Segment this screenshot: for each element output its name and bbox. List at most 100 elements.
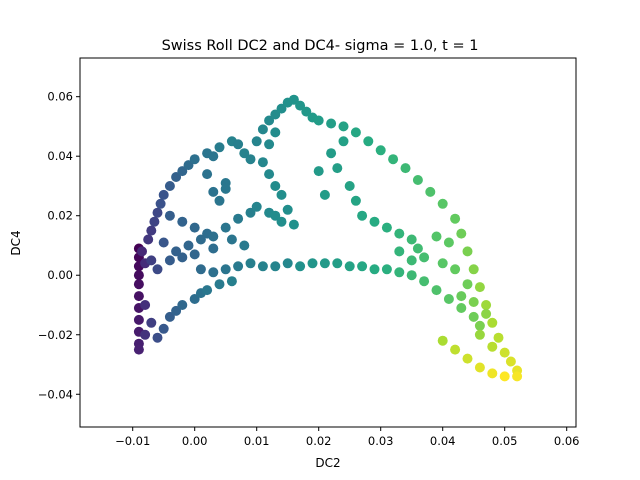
x-axis-label: DC2 — [315, 456, 340, 470]
scatter-point-112 — [443, 294, 454, 304]
chart-title: Swiss Roll DC2 and DC4- sigma = 1.0, t =… — [162, 38, 479, 54]
scatter-point-94 — [276, 189, 287, 200]
scatter-point-49 — [195, 234, 206, 245]
scatter-point-121 — [388, 154, 399, 165]
scatter-point-45 — [189, 222, 200, 233]
scatter-point-93 — [270, 181, 281, 191]
scatter-point-148 — [381, 222, 392, 233]
scatter-point-133 — [493, 332, 504, 343]
scatter-point-13 — [140, 300, 151, 310]
scatter-point-33 — [183, 160, 194, 171]
scatter-point-105 — [357, 261, 368, 272]
scatter-point-55 — [164, 255, 175, 266]
scatter-point-18 — [146, 317, 157, 328]
scatter-point-138 — [499, 371, 510, 382]
scatter-point-67 — [270, 261, 281, 272]
scatter-point-95 — [282, 204, 293, 215]
scatter-point-123 — [412, 175, 423, 185]
scatter-point-145 — [350, 195, 361, 206]
y-axis: −0.04 −0.02 0.00 0.02 0.04 0.06 — [38, 90, 80, 401]
scatter-point-51 — [220, 222, 231, 233]
scatter-point-15 — [143, 234, 154, 245]
scatter-point-134 — [499, 347, 510, 358]
scatter-point-141 — [462, 353, 473, 364]
scatter-point-127 — [456, 228, 467, 239]
scatter-point-143 — [437, 335, 448, 346]
scatter-point-169 — [487, 341, 498, 352]
scatter-point-66 — [257, 261, 268, 272]
scatter-point-54 — [251, 201, 262, 212]
scatter-point-53 — [245, 207, 256, 218]
scatter-point-68 — [282, 258, 293, 269]
scatter-point-4 — [133, 279, 144, 290]
scatter-point-162 — [437, 258, 448, 269]
scatter-point-135 — [505, 356, 516, 367]
scatter-point-20 — [152, 207, 163, 218]
scatter-point-65 — [245, 258, 256, 269]
x-tick-label: 0.06 — [554, 434, 580, 448]
scatter-point-38 — [202, 285, 213, 296]
scatter-point-64 — [233, 261, 244, 272]
scatter-point-154 — [394, 246, 405, 257]
scatter-point-89 — [264, 139, 275, 150]
scatter-point-166 — [468, 297, 479, 307]
scatter-point-142 — [450, 344, 461, 355]
scatter-point-57 — [189, 249, 200, 260]
scatter-point-124 — [425, 186, 436, 197]
scatter-point-25 — [158, 237, 169, 248]
scatter-point-151 — [412, 243, 423, 254]
scatter-point-22 — [152, 332, 163, 343]
scatter-point-58 — [208, 243, 219, 254]
scatter-point-107 — [381, 264, 392, 275]
scatter-point-153 — [406, 255, 417, 266]
scatter-point-139 — [487, 368, 498, 379]
scatter-point-19 — [149, 216, 160, 227]
x-axis: −0.01 0.00 0.01 0.02 0.03 0.04 0.05 0.06 — [115, 427, 580, 448]
scatter-point-70 — [202, 169, 213, 180]
scatter-point-86 — [301, 106, 312, 117]
points-layer — [133, 94, 523, 382]
scatter-point-43 — [164, 210, 175, 221]
scatter-point-63 — [220, 264, 231, 275]
scatter-point-14 — [140, 329, 151, 340]
scatter-point-158 — [319, 189, 330, 200]
scatter-point-91 — [257, 157, 268, 168]
scatter-point-5 — [133, 291, 144, 302]
scatter-point-122 — [400, 163, 411, 174]
scatter-point-59 — [226, 234, 237, 245]
scatter-point-165 — [456, 291, 467, 302]
scatter-point-100 — [295, 261, 306, 272]
scatter-point-81 — [270, 109, 281, 120]
y-tick-label: 0.00 — [47, 268, 73, 282]
y-tick-label: −0.02 — [38, 328, 73, 342]
scatter-point-118 — [350, 127, 361, 138]
scatter-point-30 — [171, 305, 182, 316]
scatter-point-168 — [474, 329, 485, 340]
y-tick-label: 0.04 — [47, 149, 73, 163]
plot-frame — [79, 57, 577, 428]
scatter-point-32 — [177, 300, 188, 310]
y-axis-label: DC4 — [9, 230, 23, 255]
scatter-point-17 — [146, 255, 157, 266]
scatter-point-161 — [443, 237, 454, 248]
scatter-point-27 — [164, 181, 175, 191]
scatter-point-85 — [295, 100, 306, 111]
x-tick-label: 0.01 — [244, 434, 270, 448]
scatter-point-130 — [474, 282, 485, 293]
scatter-point-40 — [214, 142, 225, 153]
scatter-point-157 — [326, 148, 337, 159]
scatter-point-164 — [462, 279, 473, 290]
scatter-point-77 — [245, 154, 256, 165]
scatter-point-147 — [369, 216, 380, 227]
scatter-point-156 — [338, 136, 349, 147]
scatter-point-23 — [155, 198, 166, 209]
x-tick-label: 0.02 — [306, 434, 332, 448]
scatter-point-39 — [214, 279, 225, 290]
scatter-point-159 — [313, 166, 324, 177]
scatter-point-7 — [133, 314, 144, 325]
scatter-point-75 — [233, 139, 244, 150]
scatter-point-132 — [487, 317, 498, 328]
scatter-point-3 — [133, 270, 144, 281]
scatter-point-73 — [214, 195, 225, 206]
